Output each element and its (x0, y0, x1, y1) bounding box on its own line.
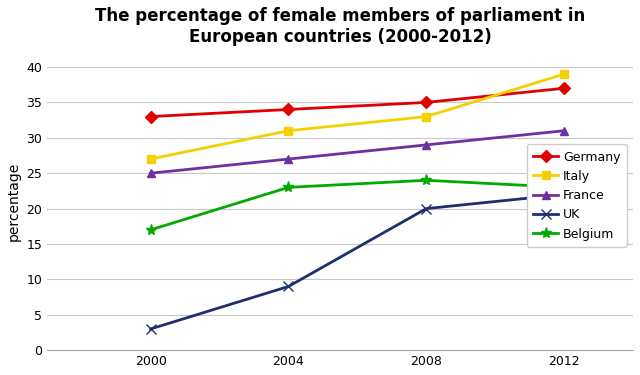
Germany (422, 100, 430, 105)
Legend: Germany, Italy, France, UK, Belgium: Germany, Italy, France, UK, Belgium (527, 144, 627, 247)
France (422, 142, 430, 147)
Germany (560, 86, 568, 90)
Belgium (422, 178, 430, 183)
Title: The percentage of female members of parliament in
European countries (2000-2012): The percentage of female members of parl… (95, 7, 585, 46)
UK (285, 284, 292, 289)
Italy (560, 72, 568, 76)
Line: UK: UK (146, 190, 569, 334)
UK (422, 206, 430, 211)
Y-axis label: percentage: percentage (7, 162, 21, 241)
Italy (285, 129, 292, 133)
Italy (147, 157, 154, 161)
Germany (147, 114, 154, 119)
Line: Belgium: Belgium (145, 175, 570, 236)
Belgium (147, 228, 154, 232)
France (560, 129, 568, 133)
Germany (285, 107, 292, 112)
UK (147, 327, 154, 331)
Belgium (560, 185, 568, 190)
Line: Italy: Italy (147, 70, 568, 163)
Italy (422, 114, 430, 119)
Line: Germany: Germany (147, 84, 568, 121)
UK (560, 192, 568, 197)
Line: France: France (147, 127, 568, 177)
France (285, 157, 292, 161)
France (147, 171, 154, 176)
Belgium (285, 185, 292, 190)
